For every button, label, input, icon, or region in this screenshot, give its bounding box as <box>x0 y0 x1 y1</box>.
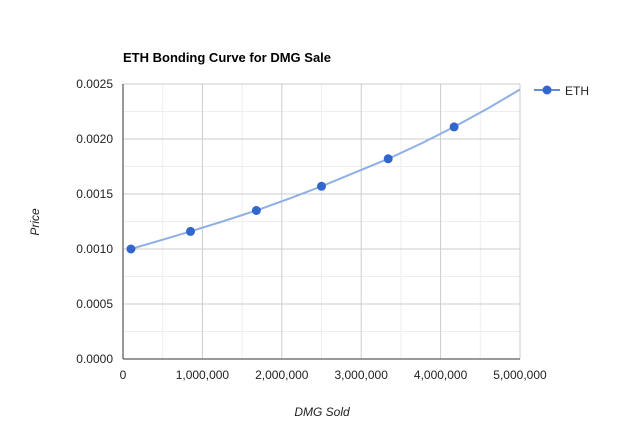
x-tick-label: 0 <box>120 368 127 382</box>
x-tick-label: 2,000,000 <box>255 368 309 382</box>
data-point <box>126 244 136 254</box>
x-tick-label: 3,000,000 <box>335 368 389 382</box>
x-axis-title: DMG Sold <box>294 405 350 419</box>
y-tick-label: 0.0000 <box>76 352 113 366</box>
axes <box>122 84 520 360</box>
x-tick-label: 1,000,000 <box>176 368 230 382</box>
data-point <box>449 122 459 132</box>
legend: ETH <box>534 84 589 98</box>
y-tick-label: 0.0025 <box>76 77 113 91</box>
data-point <box>185 226 195 236</box>
legend-label: ETH <box>565 84 589 98</box>
x-tick-labels: 0 1,000,000 2,000,000 3,000,000 4,000,000 5,0… <box>120 368 547 382</box>
y-tick-label: 0.0015 <box>76 187 113 201</box>
y-axis-title: Price <box>28 208 42 236</box>
data-point <box>317 181 326 191</box>
chart-title: ETH Bonding Curve for DMG Sale <box>123 50 331 65</box>
y-tick-label: 0.0020 <box>76 132 113 146</box>
y-tick-label: 0.0005 <box>76 297 113 311</box>
data-point <box>383 154 393 164</box>
y-tick-label: 0.0010 <box>76 242 113 256</box>
legend-marker <box>542 85 552 95</box>
gridlines <box>122 83 521 360</box>
x-tick-label: 5,000,000 <box>493 368 547 382</box>
y-tick-labels: 0.0000 0.0005 0.0010 0.0015 0.0020 0.0025 <box>76 77 113 366</box>
x-tick-label: 4,000,000 <box>414 368 468 382</box>
series-eth <box>126 88 521 254</box>
data-point <box>251 206 261 215</box>
series-line <box>130 88 521 250</box>
